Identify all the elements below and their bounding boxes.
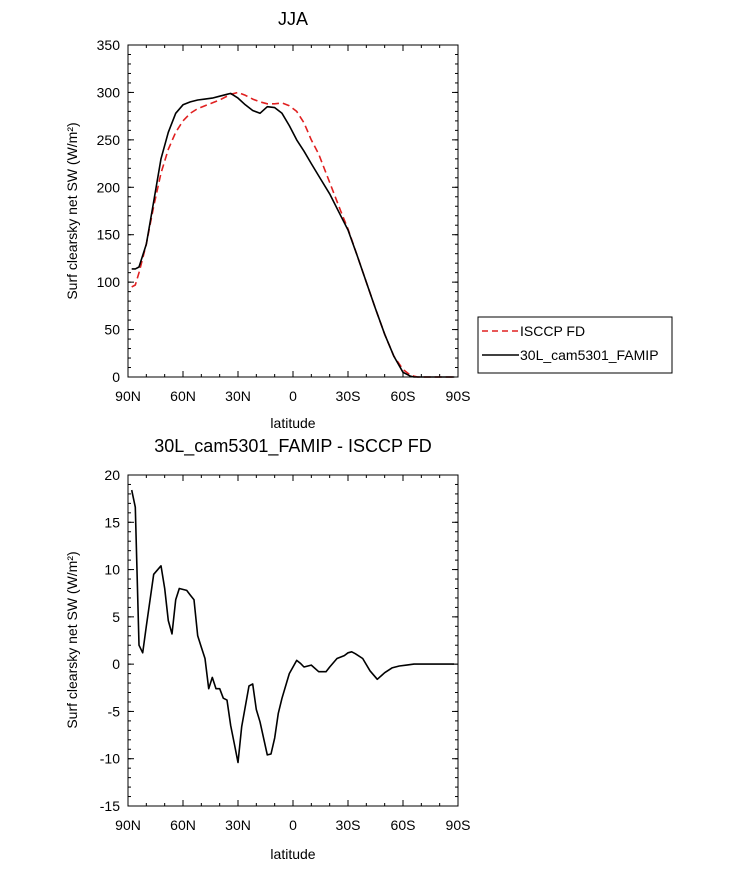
- top-chart-title: JJA: [278, 9, 308, 29]
- top-x-tick-label: 90S: [446, 388, 471, 404]
- bottom-series-group: [130, 489, 455, 764]
- bottom-y-tick-label: 15: [104, 514, 120, 530]
- top-y-tick-label: 350: [97, 37, 121, 53]
- legend-box: [477, 316, 673, 374]
- bottom-x-tick-label: 0: [289, 817, 297, 833]
- bottom-y-tick-label: 10: [104, 562, 120, 578]
- top-y-tick-label: 200: [97, 179, 121, 195]
- bottom-x-axis-label: latitude: [270, 846, 315, 862]
- bottom-x-tick-label: 60N: [170, 817, 196, 833]
- top-y-tick-label: 150: [97, 227, 121, 243]
- bottom-y-tick-label: -5: [108, 703, 121, 719]
- top-x-tick-label: 60S: [391, 388, 416, 404]
- bottom-y-axis-label: Surf clearsky net SW (W/m²): [64, 551, 80, 728]
- top-x-tick-label: 90N: [115, 388, 141, 404]
- bottom-x-tick-label: 90N: [115, 817, 141, 833]
- bottom-y-tick-label: 0: [112, 656, 120, 672]
- top-y-tick-label: 0: [112, 369, 120, 385]
- bottom-y-tick-label: -10: [100, 751, 120, 767]
- bottom-chart-panel: 30L_cam5301_FAMIP - ISCCP FD 90N 60N 30N 0 3…: [64, 436, 470, 862]
- bottom-plot-frame: [127, 474, 459, 807]
- top-y-axis-label: Surf clearsky net SW (W/m²): [64, 122, 80, 299]
- top-x-tick-label: 60N: [170, 388, 196, 404]
- legend: ISCCP FD 30L_cam5301_FAMIP: [477, 316, 673, 374]
- bottom-ticks: 90N 60N 30N 0 30S 60S 90S -15 -10 -5 0 5 10 15 20: [100, 467, 471, 833]
- top-ticks: 90N 60N 30N 0 30S 60S 90S 0 50 100 150 200 250 300 350: [97, 37, 471, 404]
- top-y-tick-label: 50: [104, 322, 120, 338]
- top-y-tick-label: 300: [97, 84, 121, 100]
- top-series-line-0: [131, 91, 455, 378]
- bottom-x-tick-label: 90S: [446, 817, 471, 833]
- top-plot-frame: [127, 44, 459, 378]
- legend-label-model: 30L_cam5301_FAMIP: [520, 347, 659, 363]
- bottom-y-tick-label: -15: [100, 798, 120, 814]
- top-x-axis-label: latitude: [270, 415, 315, 431]
- bottom-x-tick-label: 60S: [391, 817, 416, 833]
- bottom-series-line-0: [130, 489, 455, 764]
- bottom-chart-title: 30L_cam5301_FAMIP - ISCCP FD: [154, 436, 431, 457]
- legend-label-isccp: ISCCP FD: [520, 323, 585, 339]
- top-chart-panel: JJA 90N 60N 30N 0 30S 60S 90S 0 50 100 150 200 250 30…: [64, 9, 470, 431]
- top-y-tick-label: 250: [97, 132, 121, 148]
- bottom-x-tick-label: 30S: [336, 817, 361, 833]
- bottom-y-tick-label: 5: [112, 609, 120, 625]
- top-series-line-1: [131, 92, 455, 378]
- bottom-x-tick-label: 30N: [225, 817, 251, 833]
- top-y-tick-label: 100: [97, 274, 121, 290]
- bottom-y-tick-label: 20: [104, 467, 120, 483]
- top-x-tick-label: 0: [289, 388, 297, 404]
- top-x-tick-label: 30N: [225, 388, 251, 404]
- top-series-group: [131, 91, 455, 378]
- top-x-tick-label: 30S: [336, 388, 361, 404]
